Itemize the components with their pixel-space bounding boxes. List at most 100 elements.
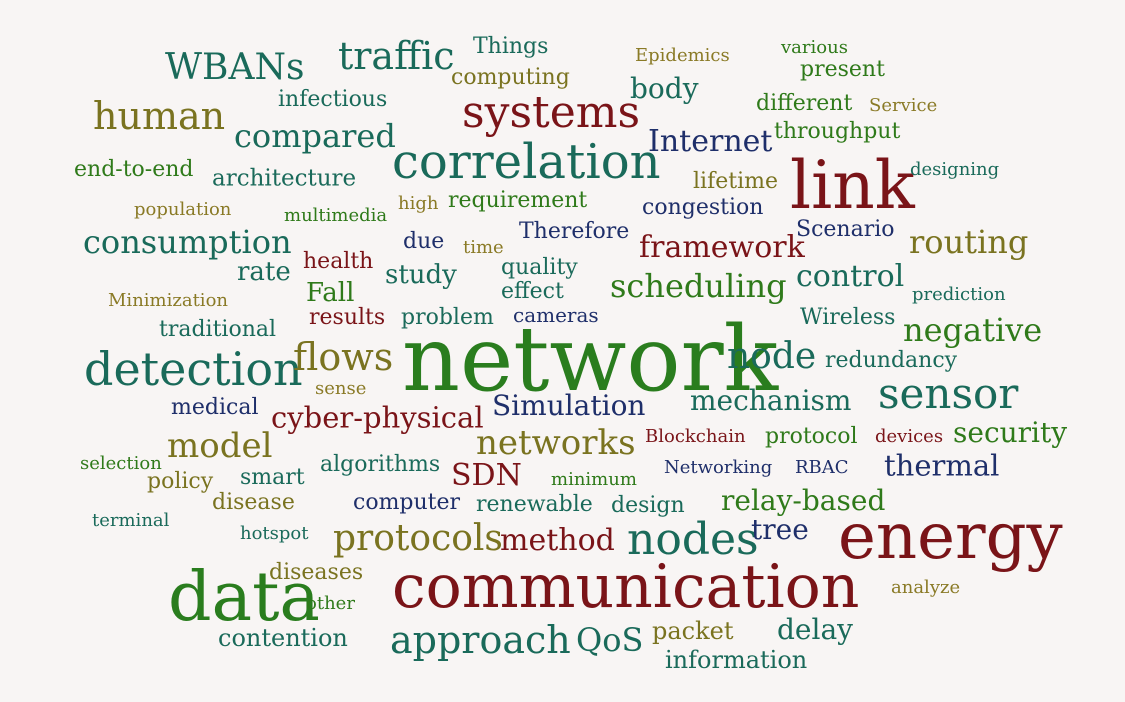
word-relay-based: relay-based: [721, 484, 886, 517]
word-minimum: minimum: [551, 469, 637, 490]
word-computer: computer: [353, 490, 461, 515]
word-node: node: [727, 336, 817, 377]
word-information: information: [665, 646, 808, 674]
word-cameras: cameras: [513, 303, 599, 327]
word-problem: problem: [401, 305, 494, 330]
word-medical: medical: [171, 395, 259, 420]
word-network: network: [402, 307, 779, 412]
word-study: study: [385, 260, 457, 290]
word-systems: systems: [462, 87, 641, 138]
word-mechanism: mechanism: [690, 384, 852, 417]
word-traditional: traditional: [159, 317, 277, 342]
word-scheduling: scheduling: [610, 267, 787, 305]
word-fall: Fall: [306, 278, 355, 308]
word-therefore: Therefore: [519, 219, 630, 244]
word-data: data: [168, 558, 320, 637]
word-human: human: [93, 94, 226, 138]
word-analyze: analyze: [891, 577, 961, 598]
word-sdn: SDN: [451, 458, 522, 493]
word-negative: negative: [903, 311, 1043, 349]
word-contention: contention: [218, 624, 348, 652]
word-service: Service: [869, 95, 938, 116]
word-internet: Internet: [648, 124, 773, 159]
word-computing: computing: [451, 65, 570, 90]
word-various: various: [781, 37, 848, 58]
word-qos: QoS: [576, 621, 644, 659]
word-results: results: [309, 305, 386, 330]
word-policy: policy: [147, 469, 214, 494]
word-throughput: throughput: [774, 119, 901, 144]
word-disease: disease: [212, 490, 295, 515]
word-control: control: [796, 259, 905, 294]
word-rate: rate: [237, 257, 291, 287]
word-smart: smart: [240, 465, 305, 490]
word-routing: routing: [909, 223, 1029, 261]
word-minimization: Minimization: [108, 290, 228, 311]
word-blockchain: Blockchain: [645, 426, 746, 447]
word-packet: packet: [652, 617, 734, 645]
word-simulation: Simulation: [492, 389, 646, 422]
word-population: population: [134, 199, 232, 220]
word-end-to-end: end-to-end: [74, 157, 194, 182]
word-health: health: [303, 249, 374, 274]
word-method: method: [500, 523, 615, 558]
word-things: Things: [473, 34, 549, 59]
word-link: link: [790, 147, 915, 224]
word-selection: selection: [80, 453, 162, 474]
word-scenario: Scenario: [796, 217, 895, 242]
word-design: design: [611, 493, 685, 518]
word-protocol: protocol: [765, 424, 858, 449]
word-nodes: nodes: [627, 514, 759, 565]
word-different: different: [756, 91, 853, 116]
word-compared: compared: [234, 117, 396, 155]
word-algorithms: algorithms: [320, 452, 441, 477]
word-quality: quality: [501, 255, 578, 280]
word-networking: Networking: [664, 457, 773, 478]
word-architecture: architecture: [212, 165, 357, 192]
word-epidemics: Epidemics: [635, 45, 730, 66]
word-protocols: protocols: [333, 518, 503, 559]
word-requirement: requirement: [448, 188, 588, 213]
word-thermal: thermal: [884, 448, 1000, 483]
word-high: high: [398, 193, 439, 214]
word-networks: networks: [476, 423, 636, 463]
word-wireless: Wireless: [800, 305, 896, 330]
word-devices: devices: [875, 426, 944, 447]
word-effect: effect: [501, 279, 564, 304]
word-hotspot: hotspot: [240, 523, 309, 544]
word-lifetime: lifetime: [693, 169, 778, 194]
word-due: due: [403, 229, 445, 254]
word-other: other: [306, 593, 355, 614]
word-redundancy: redundancy: [825, 348, 958, 373]
word-prediction: prediction: [912, 284, 1006, 305]
word-flows: flows: [293, 335, 394, 379]
word-sense: sense: [315, 378, 367, 399]
word-tree: tree: [751, 513, 809, 546]
word-consumption: consumption: [83, 223, 292, 261]
word-cyber-physical: cyber-physical: [271, 400, 484, 435]
word-time: time: [463, 237, 504, 258]
word-multimedia: multimedia: [284, 205, 388, 226]
word-correlation: correlation: [392, 134, 661, 190]
word-renewable: renewable: [476, 492, 593, 517]
word-detection: detection: [84, 342, 303, 396]
word-security: security: [953, 416, 1068, 449]
word-model: model: [167, 426, 273, 466]
word-delay: delay: [777, 613, 853, 646]
word-body: body: [630, 72, 699, 105]
word-present: present: [800, 57, 885, 82]
word-framework: framework: [639, 230, 805, 265]
word-infectious: infectious: [278, 87, 388, 112]
word-diseases: diseases: [269, 560, 364, 585]
word-approach: approach: [390, 618, 571, 662]
word-sensor: sensor: [878, 369, 1019, 418]
word-energy: energy: [838, 500, 1063, 574]
word-communication: communication: [392, 552, 860, 622]
word-designing: designing: [910, 159, 1000, 180]
word-traffic: traffic: [338, 34, 455, 78]
word-rbac: RBAC: [795, 457, 849, 478]
word-congestion: congestion: [642, 195, 764, 220]
word-wbans: WBANs: [165, 47, 305, 88]
word-terminal: terminal: [92, 510, 170, 531]
